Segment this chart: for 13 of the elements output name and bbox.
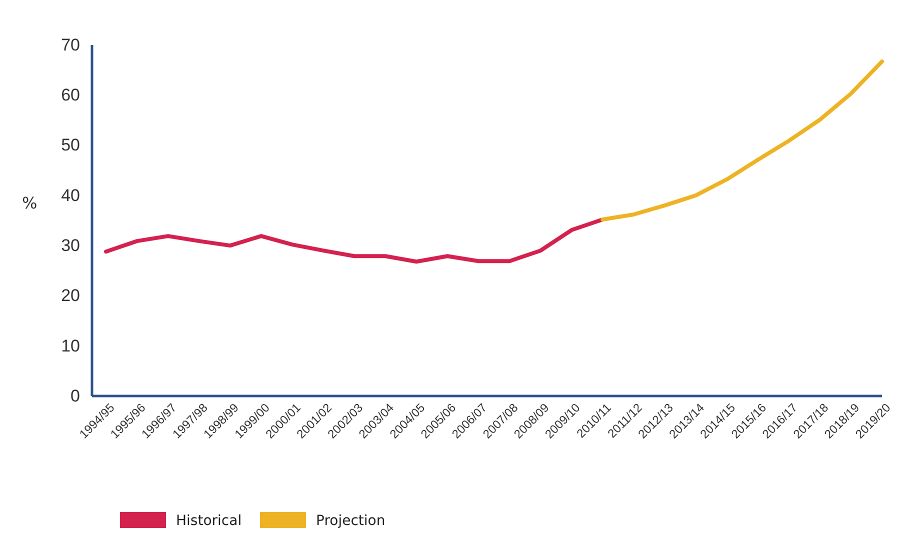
y-tick-label: 70 — [61, 35, 80, 54]
y-tick-label: 40 — [61, 186, 80, 205]
line-series — [600, 60, 884, 222]
line-series — [104, 217, 605, 264]
y-tick-label: 30 — [61, 236, 80, 256]
y-axis-title: % — [22, 194, 38, 212]
y-tick-label: 10 — [61, 336, 80, 356]
y-tick-label: 0 — [70, 386, 80, 406]
legend-label: Historical — [176, 513, 242, 529]
legend-label: Projection — [316, 513, 386, 529]
y-tick-label: 50 — [61, 136, 80, 155]
y-tick-label: 20 — [61, 286, 80, 306]
y-tick-label: 60 — [61, 86, 80, 105]
